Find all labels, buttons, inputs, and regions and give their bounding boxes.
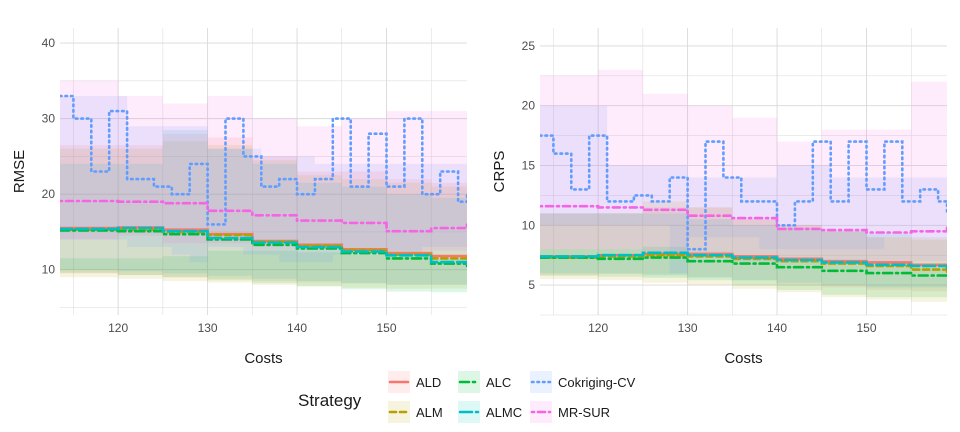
band-ald — [540, 207, 947, 292]
series-line-mr-sur — [60, 199, 467, 233]
legend-item-cokriging-cv: Cokriging-CV — [530, 371, 636, 393]
rmse-panel: 120 130 140 150 10 20 30 40 Costs RMSE — [11, 28, 467, 367]
legend-label: Cokriging-CV — [558, 375, 636, 390]
legend-item-alc: ALC — [458, 371, 511, 393]
band-almc — [60, 130, 467, 285]
legend-item-mr-sur: MR-SUR — [530, 401, 610, 423]
grid — [540, 28, 947, 316]
x-tick-label: 150 — [376, 321, 396, 335]
y-tick-label: 5 — [528, 278, 535, 292]
legend-item-ald: ALD — [388, 371, 441, 393]
series-line-cokriging-cv — [540, 134, 947, 251]
series-line-alc — [540, 256, 947, 280]
x-tick-label: 150 — [856, 321, 876, 335]
legend-item-almc: ALMC — [458, 401, 522, 423]
confidence-bands — [60, 80, 467, 293]
legend-key-fill — [530, 371, 552, 393]
legend-label: ALD — [416, 375, 441, 390]
band-almc — [540, 213, 947, 288]
legend-label: ALC — [486, 375, 511, 390]
band-mr-sur — [540, 69, 947, 262]
x-axis-title: Costs — [244, 350, 282, 367]
band-alm — [540, 201, 947, 302]
legend-label: ALM — [416, 405, 443, 420]
legend: Strategy ALD ALM ALC ALMC Cokriging-CV MR-SUR — [298, 371, 636, 423]
x-tick-label: 140 — [767, 321, 787, 335]
y-tick-label: 20 — [42, 187, 56, 201]
x-tick-label: 120 — [588, 321, 608, 335]
y-tick-label: 25 — [522, 39, 536, 53]
x-axis-title: Costs — [724, 350, 762, 367]
x-tick-label: 130 — [198, 321, 218, 335]
y-tick-label: 20 — [522, 99, 536, 113]
legend-label: MR-SUR — [558, 405, 610, 420]
band-cokriging-cv — [60, 96, 467, 263]
confidence-bands — [540, 69, 947, 302]
y-tick-label: 15 — [522, 159, 536, 173]
series-line-almc — [60, 226, 467, 267]
y-axis-title: RMSE — [11, 150, 28, 193]
band-alc — [60, 250, 467, 293]
x-tick-label: 120 — [108, 321, 128, 335]
y-tick-label: 10 — [42, 263, 56, 277]
legend-label: ALMC — [486, 405, 522, 420]
legend-item-alm: ALM — [388, 401, 443, 423]
series-line-cokriging-cv — [60, 94, 467, 226]
y-tick-label: 10 — [522, 218, 536, 232]
band-ald — [60, 133, 467, 285]
y-axis-title: CRPS — [491, 151, 508, 193]
band-mr-sur — [60, 80, 467, 251]
series-lines — [540, 134, 947, 280]
x-tick-label: 130 — [678, 321, 698, 335]
y-tick-label: 30 — [42, 112, 56, 126]
x-tick-label: 140 — [287, 321, 307, 335]
series-line-mr-sur — [540, 204, 947, 234]
series-line-almc — [540, 251, 947, 270]
crps-panel: 120 130 140 150 5 10 15 20 25 Costs CRPS — [491, 28, 947, 367]
series-lines — [60, 94, 467, 268]
legend-title: Strategy — [298, 391, 362, 410]
y-tick-label: 40 — [42, 36, 56, 50]
